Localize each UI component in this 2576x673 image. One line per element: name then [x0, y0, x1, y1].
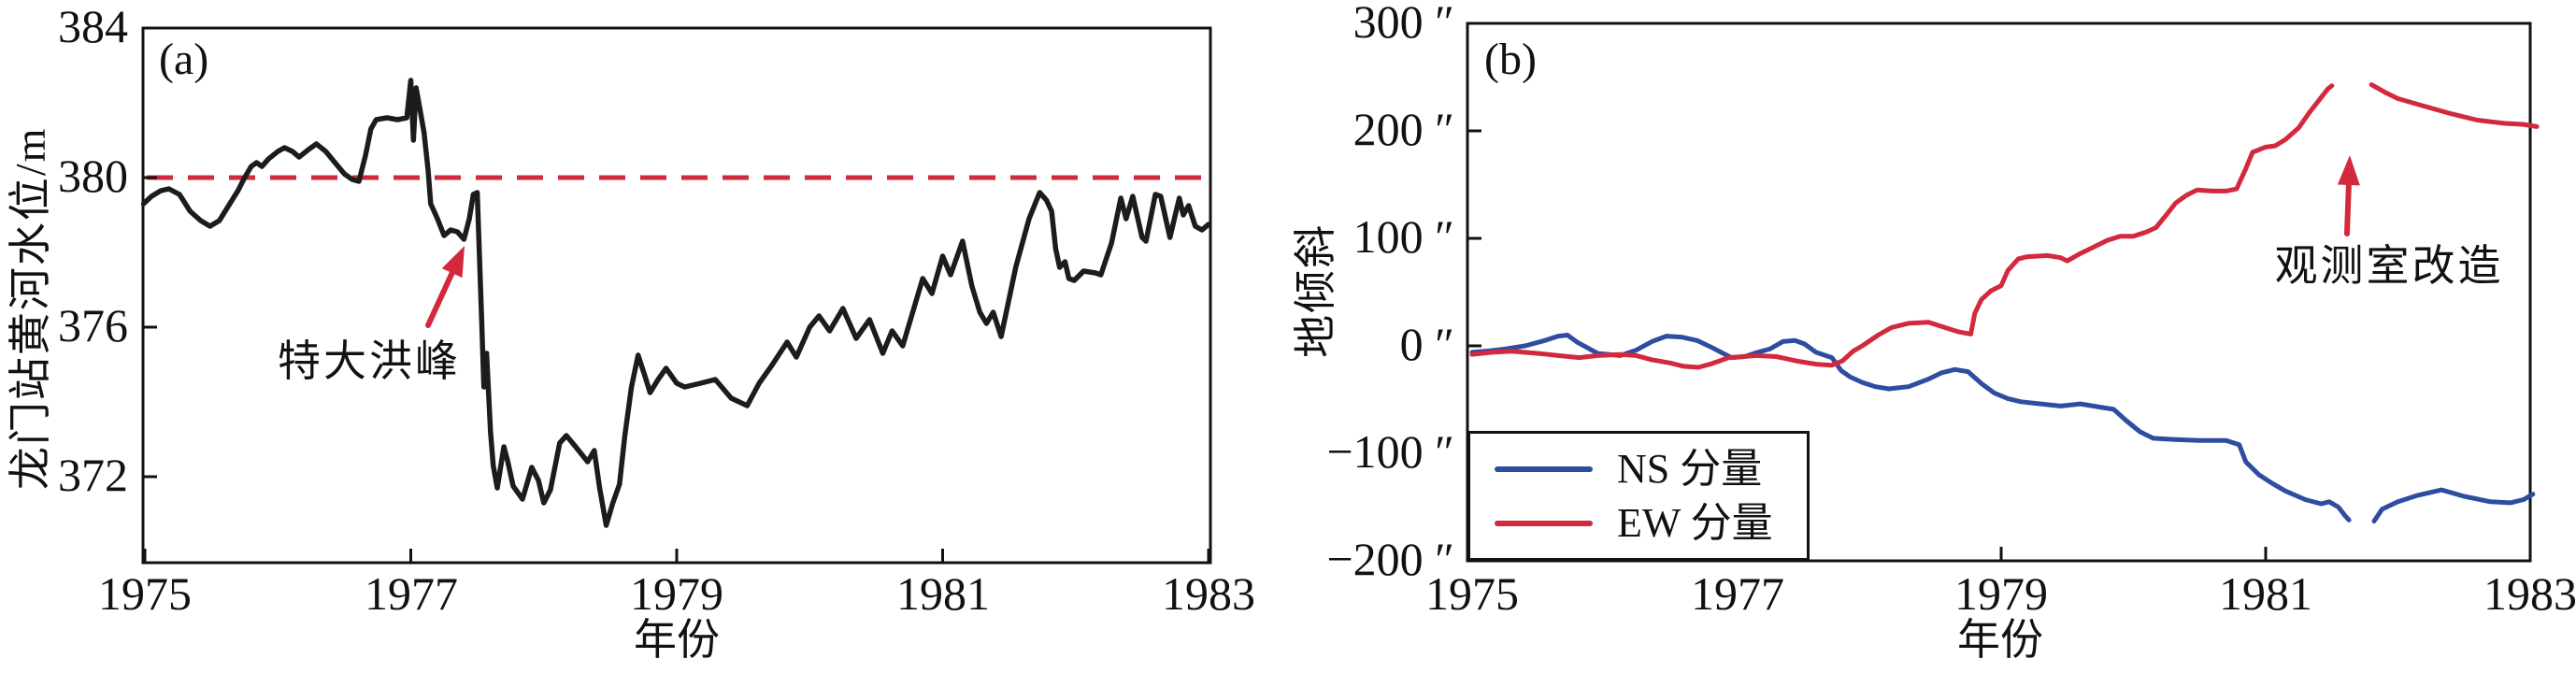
- panel-b-label: (b): [1484, 35, 1537, 84]
- panel-b-x-axis-title: 年份: [1957, 616, 2043, 664]
- panel-a-ytick-label-3: 372: [58, 449, 128, 501]
- panel-b-y-axis-title: 地倾斜: [1292, 222, 1340, 358]
- panel-a-ytick-label-2: 376: [58, 299, 128, 351]
- legend-label-ns: NS 分量: [1617, 445, 1763, 492]
- panel-a-ytick-label-1: 380: [58, 150, 128, 202]
- panel-a-xtick-label-3: 1981: [896, 567, 990, 620]
- legend-item-ew: EW 分量: [1470, 499, 1807, 546]
- panel-b-ytick-label-3: 0 ″: [1399, 318, 1454, 370]
- legend-label-ew: EW 分量: [1617, 499, 1773, 546]
- panel-b-xtick-label-2: 1979: [1954, 567, 2048, 620]
- panel-a-label: (a): [159, 35, 209, 84]
- ew-line-swatch: [1495, 520, 1593, 526]
- panel-b-ytick-label-1: 200 ″: [1352, 103, 1454, 155]
- panel-b-xtick-label-3: 1981: [2219, 567, 2312, 620]
- panel-a-ytick-label-0: 384: [58, 0, 128, 52]
- panel-b-ytick-label-5: −200 ″: [1326, 533, 1454, 585]
- panel-a-xtick-label-4: 1983: [1162, 567, 1255, 620]
- panel-b-xtick-label-0: 1975: [1425, 567, 1519, 620]
- panel-b-xtick-label-1: 1977: [1691, 567, 1784, 620]
- panel-b-xtick-label-4: 1983: [2483, 567, 2576, 620]
- panel-a-y-axis-title: 龙门站黄河水位/m: [7, 126, 55, 491]
- panel-a-x-axis-title: 年份: [634, 616, 720, 664]
- legend-box: NS 分量 EW 分量: [1467, 431, 1810, 561]
- panel-b-ytick-label-0: 300 ″: [1352, 0, 1454, 48]
- legend-item-ns: NS 分量: [1470, 445, 1807, 492]
- panel-a-xtick-label-1: 1977: [365, 567, 458, 620]
- panel-b-ytick-label-2: 100 ″: [1352, 210, 1454, 263]
- panel-b-ytick-label-4: −100 ″: [1326, 425, 1454, 478]
- panel-a-xtick-label-0: 1975: [98, 567, 192, 620]
- panel-a-xtick-label-2: 1979: [630, 567, 723, 620]
- panel-b-annotation-observatory-renovation: 观测室改造: [2274, 242, 2504, 290]
- panel-a-annotation-flood-peak: 特大洪峰: [278, 337, 461, 385]
- ns-line-swatch: [1495, 465, 1593, 472]
